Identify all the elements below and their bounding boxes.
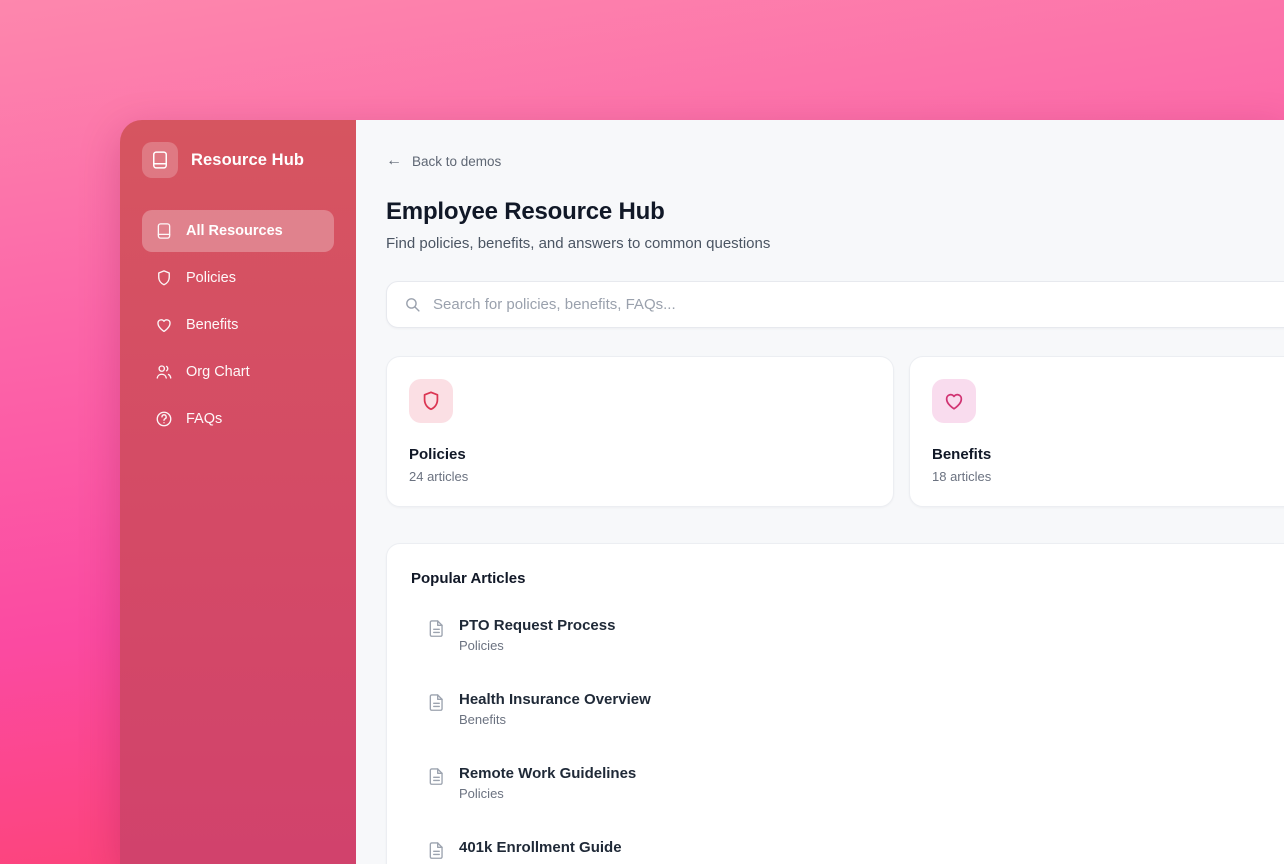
back-to-demos-link[interactable]: ← Back to demos	[386, 153, 501, 169]
sidebar: Resource Hub All Resources Policies	[120, 120, 356, 864]
document-icon	[427, 619, 446, 638]
sidebar-item-label: Policies	[186, 270, 236, 286]
help-circle-icon	[155, 410, 173, 428]
users-icon	[155, 363, 173, 381]
popular-articles-title: Popular Articles	[411, 570, 526, 587]
article-title: PTO Request Process	[459, 617, 616, 634]
article-category: Benefits	[459, 712, 506, 727]
book-icon	[142, 142, 178, 178]
main-content: ← Back to demos Employee Resource Hub Fi…	[356, 120, 1284, 864]
page-subtitle: Find policies, benefits, and answers to …	[386, 235, 771, 252]
sidebar-nav: All Resources Policies Benefits	[142, 210, 334, 440]
shield-icon	[155, 269, 173, 287]
category-card-benefits[interactable]: Benefits 18 articles	[909, 356, 1284, 507]
sidebar-item-label: Benefits	[186, 317, 239, 333]
article-text: 401k Enrollment Guide	[459, 839, 622, 860]
article-title: Remote Work Guidelines	[459, 765, 637, 782]
app-title: Resource Hub	[191, 150, 305, 169]
category-card-policies[interactable]: Policies 24 articles	[386, 356, 894, 507]
arrow-left-icon: ←	[386, 152, 402, 169]
article-row-health-insurance-overview[interactable]: Health Insurance Overview Benefits	[411, 691, 1284, 727]
article-text: PTO Request Process Policies	[459, 617, 615, 653]
popular-articles-card: Popular Articles PTO Request Process Pol…	[386, 543, 1284, 864]
category-cards: Policies 24 articles Benefits 18 article…	[386, 356, 1284, 507]
category-count: 24 articles	[409, 469, 469, 484]
sidebar-item-org-chart[interactable]: Org Chart	[142, 351, 334, 393]
article-title: Health Insurance Overview	[459, 691, 651, 708]
back-link-label: Back to demos	[412, 153, 502, 169]
sidebar-item-policies[interactable]: Policies	[142, 257, 334, 299]
document-icon	[427, 693, 446, 712]
sidebar-item-benefits[interactable]: Benefits	[142, 304, 334, 346]
article-row-pto-request-process[interactable]: PTO Request Process Policies	[411, 617, 1284, 653]
sidebar-item-label: FAQs	[186, 411, 223, 427]
app-logo: Resource Hub	[142, 142, 334, 178]
sidebar-item-label: All Resources	[186, 223, 283, 239]
document-icon	[427, 841, 446, 860]
search-bar[interactable]	[386, 281, 1284, 328]
shield-icon	[409, 379, 453, 423]
article-text: Health Insurance Overview Benefits	[459, 691, 651, 727]
search-input[interactable]	[433, 296, 1284, 313]
book-icon	[155, 222, 173, 240]
article-category: Policies	[459, 786, 504, 801]
app-window: Resource Hub All Resources Policies	[120, 120, 1284, 864]
category-name: Benefits	[932, 446, 992, 463]
search-icon	[404, 296, 421, 313]
sidebar-item-faqs[interactable]: FAQs	[142, 398, 334, 440]
heart-icon	[155, 316, 173, 334]
article-category: Policies	[459, 638, 504, 653]
category-count: 18 articles	[932, 469, 992, 484]
article-row-401k-enrollment-guide[interactable]: 401k Enrollment Guide	[411, 839, 1284, 860]
document-icon	[427, 767, 446, 786]
heart-icon	[932, 379, 976, 423]
category-name: Policies	[409, 446, 466, 463]
sidebar-item-all-resources[interactable]: All Resources	[142, 210, 334, 252]
article-text: Remote Work Guidelines Policies	[459, 765, 636, 801]
article-title: 401k Enrollment Guide	[459, 839, 622, 856]
page-title: Employee Resource Hub	[386, 198, 665, 225]
sidebar-item-label: Org Chart	[186, 364, 250, 380]
article-row-remote-work-guidelines[interactable]: Remote Work Guidelines Policies	[411, 765, 1284, 801]
